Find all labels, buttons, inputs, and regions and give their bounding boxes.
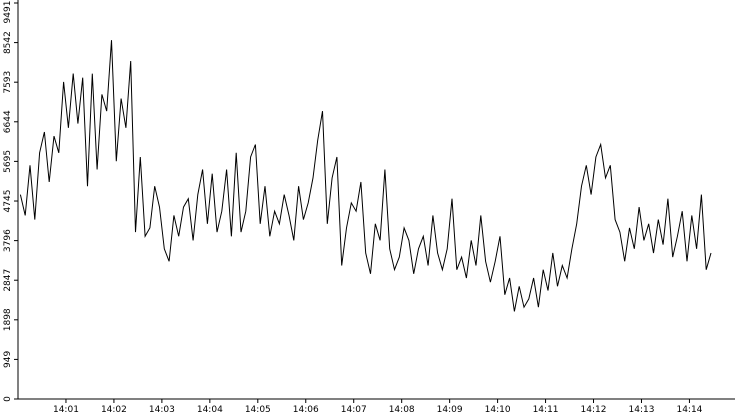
y-tick-label: 3796	[3, 229, 13, 252]
x-axis-ticks: 14:01 14:02 14:03 14:04 14:05 14:06 14:07 14:08…	[53, 399, 703, 415]
y-tick-label: 2847	[3, 269, 13, 292]
y-tick-label: 7593	[3, 71, 13, 94]
y-tick-label: 949	[3, 351, 13, 368]
x-tick-label: 14:08	[389, 405, 415, 415]
y-tick-label: 8542	[3, 31, 13, 54]
x-tick-label: 14:06	[293, 405, 319, 415]
x-tick-label: 14:07	[341, 405, 367, 415]
y-tick-label: 4745	[3, 190, 13, 213]
y-tick-label: 0	[3, 396, 13, 402]
x-tick-label: 14:04	[197, 405, 223, 415]
x-tick-label: 14:01	[53, 405, 79, 415]
x-tick-label: 14:02	[101, 405, 127, 415]
y-tick-label: 5695	[3, 150, 13, 173]
x-tick-label: 14:10	[485, 405, 511, 415]
y-tick-label: 1898	[3, 308, 13, 331]
series-line	[19, 40, 712, 312]
x-tick-label: 14:13	[629, 405, 655, 415]
x-tick-label: 14:11	[533, 405, 559, 415]
y-axis-ticks: 0 949 1898 2847 3796 4745 5695 6644 7593 8542 9491	[3, 1, 18, 402]
x-tick-label: 14:03	[149, 405, 175, 415]
y-tick-label: 9491	[3, 1, 13, 24]
x-tick-label: 14:09	[437, 405, 463, 415]
x-tick-label: 14:05	[245, 405, 271, 415]
x-tick-label: 14:14	[676, 405, 702, 415]
y-tick-label: 6644	[3, 110, 13, 133]
x-tick-label: 14:12	[581, 405, 607, 415]
